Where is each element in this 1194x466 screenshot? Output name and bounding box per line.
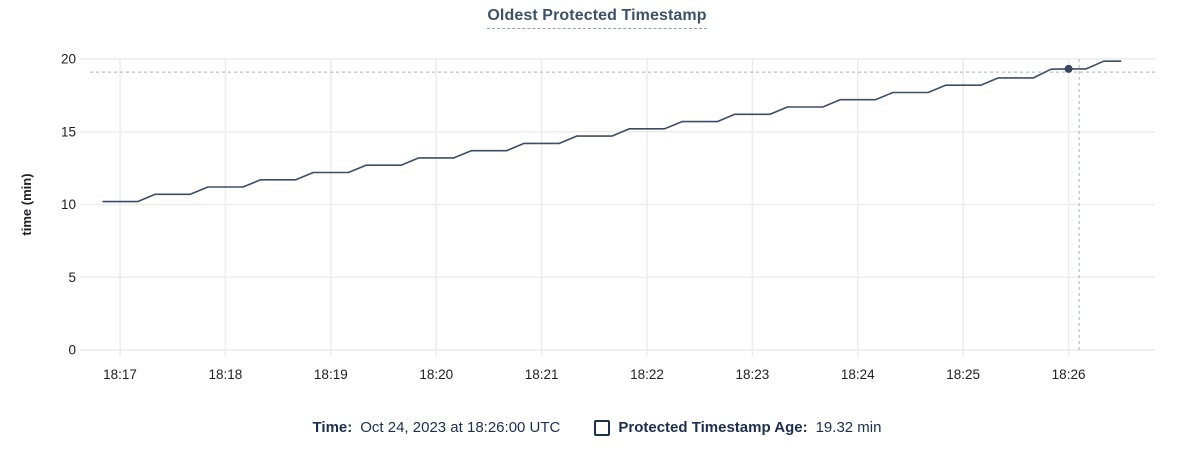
x-tick-label: 18:20	[419, 367, 453, 382]
legend-series-value: 19.32 min	[815, 419, 882, 436]
series-line	[102, 60, 1122, 203]
x-tick-label: 18:25	[946, 367, 980, 382]
y-tick-label: 10	[61, 197, 76, 212]
chart-plot-area[interactable]: 18:17 18:18 18:19 18:20 18:21 18:22 18:23 18:24…	[0, 40, 1194, 400]
legend-time-value: Oct 24, 2023 at 18:26:00 UTC	[360, 419, 561, 436]
y-tick-label: 0	[68, 343, 76, 358]
x-tick-label: 18:26	[1052, 367, 1086, 382]
chart-legend: Time: Oct 24, 2023 at 18:26:00 UTC Prote…	[0, 419, 1194, 436]
legend-series-label: Protected Timestamp Age:	[618, 419, 808, 436]
legend-time: Time: Oct 24, 2023 at 18:26:00 UTC	[313, 419, 561, 436]
chart-title[interactable]: Oldest Protected Timestamp	[487, 7, 707, 29]
x-tick-label: 18:23	[735, 367, 769, 382]
x-tick-label: 18:24	[841, 367, 875, 382]
x-tick-label: 18:19	[314, 367, 348, 382]
highlight-dot	[1064, 64, 1073, 73]
legend-series-toggle[interactable]: Protected Timestamp Age: 19.32 min	[594, 419, 881, 436]
x-tick-label: 18:21	[525, 367, 559, 382]
legend-time-label: Time:	[312, 419, 353, 436]
series-checkbox-icon[interactable]	[594, 419, 611, 436]
y-tick-label: 20	[61, 52, 76, 67]
y-tick-label: 5	[68, 270, 76, 285]
y-tick-label: 15	[61, 124, 76, 139]
chart-header: Oldest Protected Timestamp	[0, 7, 1194, 29]
y-axis-title: time (min)	[19, 173, 34, 235]
x-tick-label: 18:18	[209, 367, 243, 382]
x-tick-label: 18:17	[103, 367, 137, 382]
x-tick-label: 18:22	[630, 367, 664, 382]
